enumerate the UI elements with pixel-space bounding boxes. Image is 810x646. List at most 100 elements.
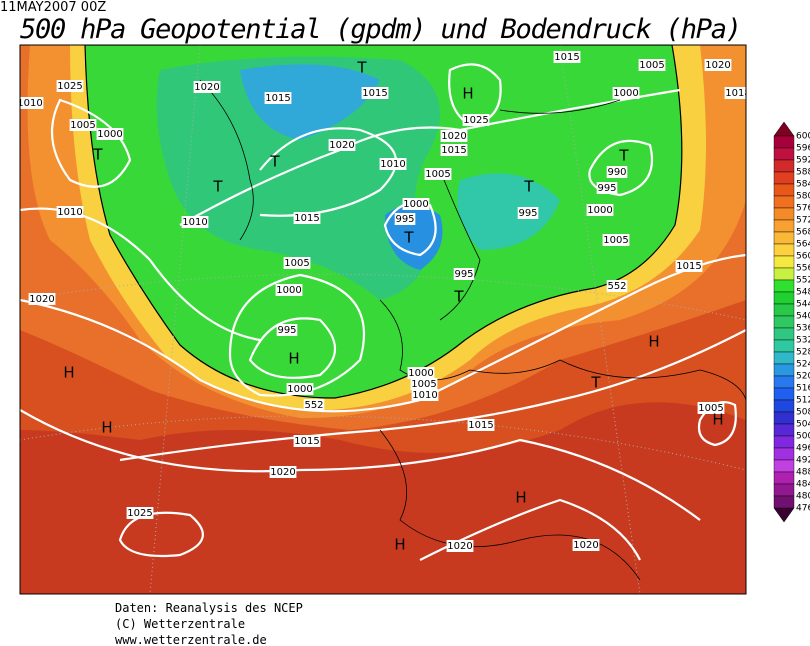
colorbar-label: 560	[796, 252, 810, 262]
isobar-label: 1005	[70, 120, 95, 131]
colorbar-label: 496	[796, 444, 810, 454]
colorbar-label: 508	[796, 408, 810, 418]
isobar-label-bg	[572, 539, 600, 551]
isobar-label: 1000	[97, 129, 122, 140]
isobar-label-bg	[407, 367, 435, 379]
pressure-center: H	[288, 350, 299, 368]
isobar-label-bg	[126, 507, 154, 519]
pressure-center: H	[515, 489, 526, 507]
isobar-label: 995	[277, 325, 296, 336]
colorbar-band	[773, 363, 795, 377]
isobar-label-bg	[424, 168, 452, 180]
pressure-center: T	[523, 178, 534, 196]
isobar-label-bg	[638, 59, 666, 71]
colorbar-band	[773, 255, 795, 269]
isobar-label: 1005	[284, 258, 309, 269]
pressure-center: T	[590, 374, 601, 392]
isobar-label: 1000	[408, 368, 433, 379]
colorbar-band	[773, 387, 795, 401]
isobar-label-bg	[56, 80, 84, 92]
field-teal	[156, 56, 440, 301]
colorbar-band	[773, 471, 795, 485]
isobar-label: 995	[395, 214, 414, 225]
colorbar-band	[773, 159, 795, 173]
isobar-label: 1000	[276, 285, 301, 296]
colorbar-label: 488	[796, 468, 810, 478]
isobar-label-bg	[446, 540, 474, 552]
isobar-label-bg	[293, 435, 321, 447]
pressure-center: H	[63, 364, 74, 382]
isobar-label: 1025	[57, 81, 82, 92]
colorbar-label: 568	[796, 228, 810, 238]
colorbar-label: 476	[796, 504, 810, 514]
isobars	[20, 63, 746, 561]
pressure-center: T	[403, 229, 414, 247]
colorbar-band	[773, 423, 795, 437]
isobar-label-bg	[724, 87, 746, 99]
isobar-label-bg	[697, 402, 725, 414]
isobar-label: 995	[518, 208, 537, 219]
colorbar-band	[773, 375, 795, 389]
isobar-label: 1020	[705, 60, 730, 71]
isobar-label-bg	[394, 213, 416, 225]
isobar-label: 1000	[587, 205, 612, 216]
colorbar-label: 516	[796, 384, 810, 394]
colorbar-band	[773, 483, 795, 497]
isobar-label-bg	[379, 158, 407, 170]
isobar-label-bg	[193, 81, 221, 93]
isobar-label: 1005	[603, 235, 628, 246]
pressure-center: T	[618, 147, 629, 165]
colorbar-band	[773, 135, 795, 149]
graticule	[20, 45, 746, 594]
colorbar-label: 520	[796, 372, 810, 382]
isobar-label: 1025	[127, 508, 152, 519]
isobar-label: 1000	[287, 384, 312, 395]
isobar-label: 990	[607, 167, 626, 178]
colorbar-band	[773, 411, 795, 425]
footer-line: Daten: Reanalysis des NCEP	[115, 601, 303, 615]
isobar-label: 1010	[17, 98, 42, 109]
isobar-label: 1015	[294, 213, 319, 224]
isobar-label-bg	[303, 399, 325, 411]
colorbar-label: 580	[796, 192, 810, 202]
pressure-center: T	[212, 178, 223, 196]
colorbar-band	[773, 147, 795, 161]
isobar-label-bg	[596, 182, 618, 194]
colorbar-label: 536	[796, 324, 810, 334]
colorbar-label: 592	[796, 156, 810, 166]
pressure-center: H	[712, 411, 723, 429]
colorbar-band	[773, 459, 795, 473]
isobar-label-bg	[411, 389, 439, 401]
isobar-label: 1015	[554, 52, 579, 63]
colorbar-band	[773, 303, 795, 317]
isobar-label-bg	[275, 284, 303, 296]
isobar-label: 1015	[468, 420, 493, 431]
isobar-label-bg	[553, 51, 581, 63]
isobar-label: 1020	[270, 467, 295, 478]
colorbar-label: 540	[796, 312, 810, 322]
colorbar-label: 548	[796, 288, 810, 298]
isobar-label: 552	[607, 281, 626, 292]
colorbar-band	[773, 195, 795, 209]
pressure-center: T	[453, 288, 464, 306]
colorbar-label: 596	[796, 144, 810, 154]
pressure-center: T	[356, 59, 367, 77]
isobar-label: 1005	[639, 60, 664, 71]
colorbar-label: 584	[796, 180, 810, 190]
pressure-center: H	[648, 333, 659, 351]
isobar-label: 1010	[182, 217, 207, 228]
isobar-label-bg	[96, 128, 124, 140]
colorbar-band	[773, 447, 795, 461]
isobar-label: 1015	[441, 145, 466, 156]
title: 500 hPa Geopotential (gpdm) und Bodendru…	[20, 14, 742, 45]
colorbar-label: 600	[796, 132, 810, 142]
colorbar-label: 572	[796, 216, 810, 226]
isobar-label-bg	[276, 324, 298, 336]
colorbar-band	[773, 339, 795, 353]
isobar-label: 1025	[463, 115, 488, 126]
isobar-label: 1010	[57, 207, 82, 218]
pressure-center: H	[462, 85, 473, 103]
isobar-label-bg	[462, 114, 490, 126]
isobar-label-bg	[467, 419, 495, 431]
colorbar-label: 544	[796, 300, 810, 310]
